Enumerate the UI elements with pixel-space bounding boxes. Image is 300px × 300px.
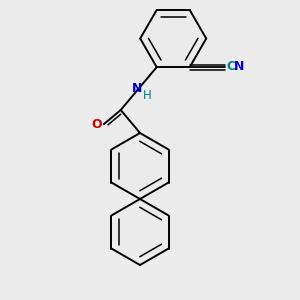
Text: N: N [233, 60, 244, 73]
Text: H: H [143, 88, 152, 102]
Text: C: C [226, 60, 235, 73]
Text: N: N [132, 82, 142, 94]
Text: O: O [92, 118, 102, 131]
